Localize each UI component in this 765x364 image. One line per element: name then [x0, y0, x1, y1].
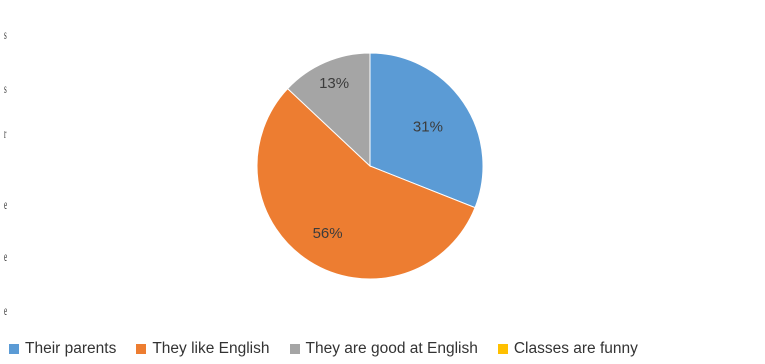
legend-item: Their parents — [9, 340, 116, 358]
pie-chart: 31% 56% 13% — [256, 52, 484, 280]
chart-legend: Their parents They like English They are g… — [0, 336, 765, 362]
legend-label: They are good at English — [305, 340, 478, 357]
pie-slice-they-are-good-at-english — [286, 52, 371, 168]
legend-swatch — [136, 344, 147, 354]
slice-data-label: 56% — [313, 225, 343, 242]
cropped-text-fragments: s s r e e e — [0, 0, 20, 364]
legend-swatch — [497, 344, 508, 354]
pie-slice-they-like-english — [256, 87, 476, 280]
legend-swatch — [9, 344, 19, 354]
slice-data-label: 31% — [413, 119, 443, 136]
legend-item: They are good at English — [289, 340, 478, 358]
legend-label: They like English — [152, 340, 270, 357]
legend-label: Their parents — [25, 340, 117, 357]
cropped-text-fragment: e — [4, 250, 8, 265]
cropped-text-fragment: s — [4, 28, 7, 43]
slice-data-label: 13% — [319, 75, 349, 92]
cropped-text-fragment: e — [4, 198, 8, 213]
legend-swatch — [289, 344, 300, 354]
pie-slice-their-parents — [369, 52, 484, 209]
legend-item: They like English — [136, 340, 270, 358]
legend-label: Classes are funny — [513, 340, 638, 357]
cropped-text-fragment: e — [4, 304, 8, 319]
cropped-text-fragment: s — [4, 82, 7, 97]
legend-item: Classes are funny — [497, 340, 638, 358]
cropped-text-fragment: r — [4, 127, 7, 142]
